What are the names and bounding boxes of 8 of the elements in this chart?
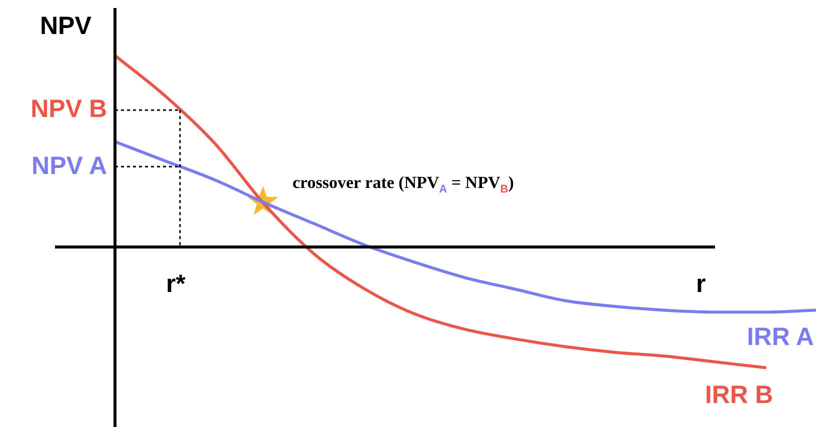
x-axis-title: r xyxy=(696,270,706,298)
annotation: crossover rate (NPV$_{A}$ = NPV$_{B}$) xyxy=(292,172,514,196)
annotation: NPV A xyxy=(32,152,107,180)
y-axis-title: NPV xyxy=(40,12,92,40)
series-label: IRR B xyxy=(704,380,773,409)
annotation: r* xyxy=(166,270,186,298)
annotation: NPV B xyxy=(30,95,107,124)
series-label: IRR A xyxy=(746,323,814,352)
